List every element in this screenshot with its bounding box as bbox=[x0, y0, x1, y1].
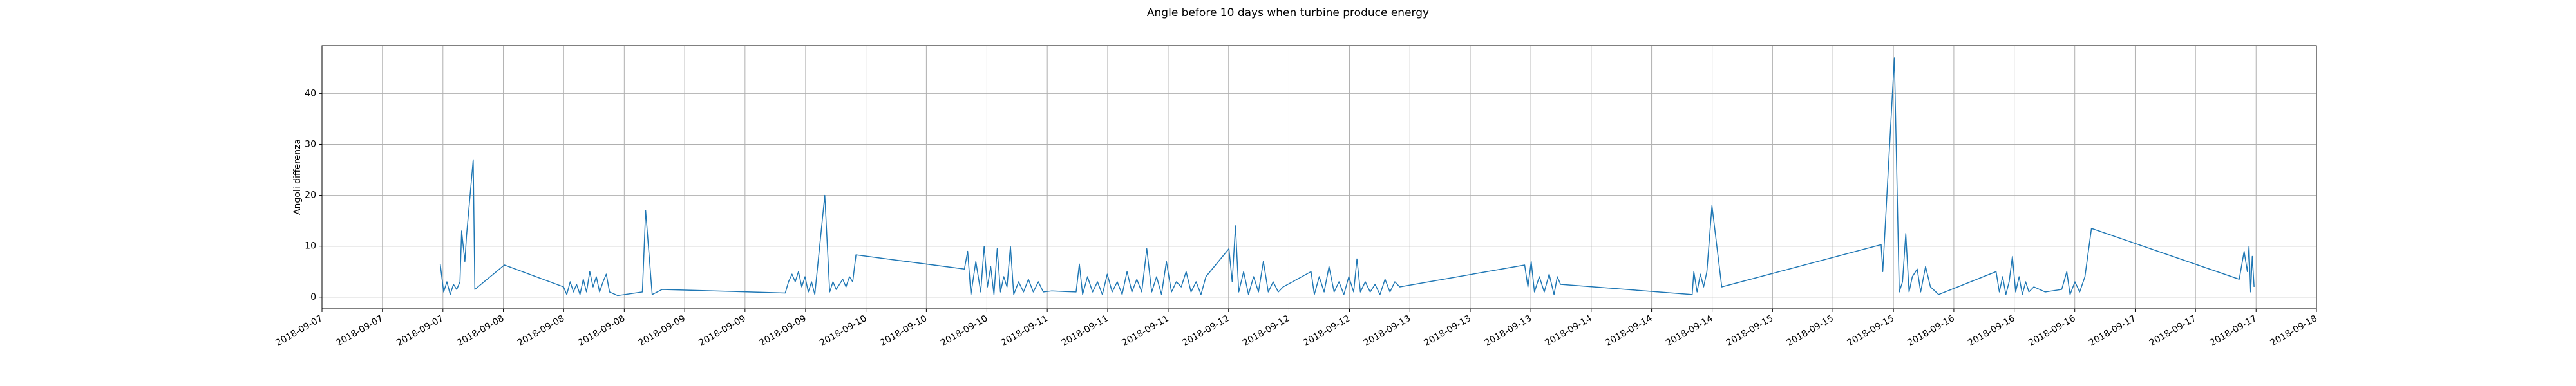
x-tick-label: 2018-09-10 bbox=[818, 313, 868, 349]
x-tick-label: 2018-09-17 bbox=[2087, 313, 2137, 349]
y-axis-label: Angoli differenza bbox=[292, 139, 303, 215]
x-tick-label: 2018-09-15 bbox=[1725, 313, 1775, 349]
x-tick-label: 2018-09-14 bbox=[1543, 313, 1594, 349]
axes-frame bbox=[321, 45, 2317, 309]
x-tick-label: 2018-09-12 bbox=[1302, 313, 1352, 349]
x-tick-label: 2018-09-18 bbox=[2269, 313, 2319, 349]
x-tick-label: 2018-09-09 bbox=[757, 313, 808, 349]
x-tick-label: 2018-09-11 bbox=[1059, 313, 1110, 349]
y-tick-label: 40 bbox=[305, 88, 316, 98]
x-tick-label: 2018-09-07 bbox=[274, 313, 325, 349]
x-tick-label: 2018-09-10 bbox=[878, 313, 929, 349]
x-tick-label: 2018-09-13 bbox=[1362, 313, 1412, 349]
y-tick-label: 10 bbox=[305, 241, 316, 252]
x-tick-label: 2018-09-07 bbox=[395, 313, 445, 349]
x-tick-label: 2018-09-12 bbox=[1180, 313, 1231, 349]
x-tick-label: 2018-09-13 bbox=[1423, 313, 1473, 349]
x-tick-label: 2018-09-07 bbox=[334, 313, 384, 349]
y-tick-label: 20 bbox=[305, 190, 316, 201]
x-tick-label: 2018-09-08 bbox=[576, 313, 627, 349]
x-tick-label: 2018-09-12 bbox=[1241, 313, 1291, 349]
x-tick-label: 2018-09-09 bbox=[697, 313, 747, 349]
x-tick-label: 2018-09-14 bbox=[1604, 313, 1654, 349]
chart-title: Angle before 10 days when turbine produc… bbox=[1147, 6, 1429, 19]
x-tick-label: 2018-09-11 bbox=[999, 313, 1050, 349]
x-tick-label: 2018-09-11 bbox=[1120, 313, 1170, 349]
y-tick-label: 0 bbox=[310, 292, 316, 302]
x-tick-label: 2018-09-08 bbox=[516, 313, 566, 349]
y-tick-label: 30 bbox=[305, 139, 316, 149]
x-tick-label: 2018-09-14 bbox=[1664, 313, 1715, 349]
x-tick-label: 2018-09-10 bbox=[939, 313, 989, 349]
x-tick-label: 2018-09-16 bbox=[2027, 313, 2078, 349]
x-tick-label: 2018-09-17 bbox=[2148, 313, 2198, 349]
x-tick-label: 2018-09-15 bbox=[1785, 313, 1835, 349]
x-tick-label: 2018-09-16 bbox=[1966, 313, 2017, 349]
x-tick-label: 2018-09-17 bbox=[2208, 313, 2259, 349]
x-tick-label: 2018-09-08 bbox=[455, 313, 506, 349]
x-tick-label: 2018-09-13 bbox=[1483, 313, 1533, 349]
x-tick-label: 2018-09-16 bbox=[1906, 313, 1956, 349]
data-line bbox=[439, 57, 2255, 297]
x-tick-label: 2018-09-15 bbox=[1846, 313, 1896, 349]
x-tick-label: 2018-09-09 bbox=[637, 313, 687, 349]
